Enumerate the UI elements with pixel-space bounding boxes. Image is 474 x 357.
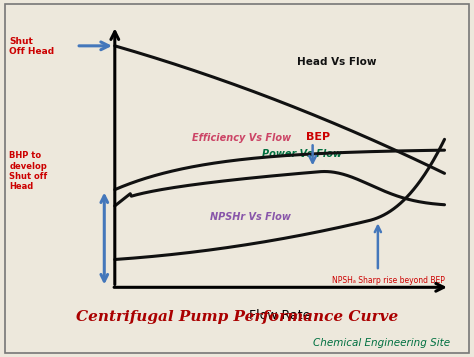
Text: BHP to
develop
Shut off
Head: BHP to develop Shut off Head	[9, 151, 48, 191]
Text: NPSHr Vs Flow: NPSHr Vs Flow	[210, 212, 291, 222]
Text: Power Vs Flow: Power Vs Flow	[262, 149, 342, 159]
Text: BEP: BEP	[306, 132, 330, 142]
Text: Shut
Off Head: Shut Off Head	[9, 37, 55, 56]
Text: Head Vs Flow: Head Vs Flow	[297, 57, 377, 67]
Text: NPSHₐ Sharp rise beyond BEP: NPSHₐ Sharp rise beyond BEP	[332, 276, 445, 286]
Text: Centrifugal Pump Performance Curve: Centrifugal Pump Performance Curve	[76, 310, 398, 324]
Text: Flow Rate: Flow Rate	[249, 309, 310, 322]
Text: Efficiency Vs Flow: Efficiency Vs Flow	[192, 133, 291, 143]
Text: Chemical Engineering Site: Chemical Engineering Site	[313, 338, 450, 348]
